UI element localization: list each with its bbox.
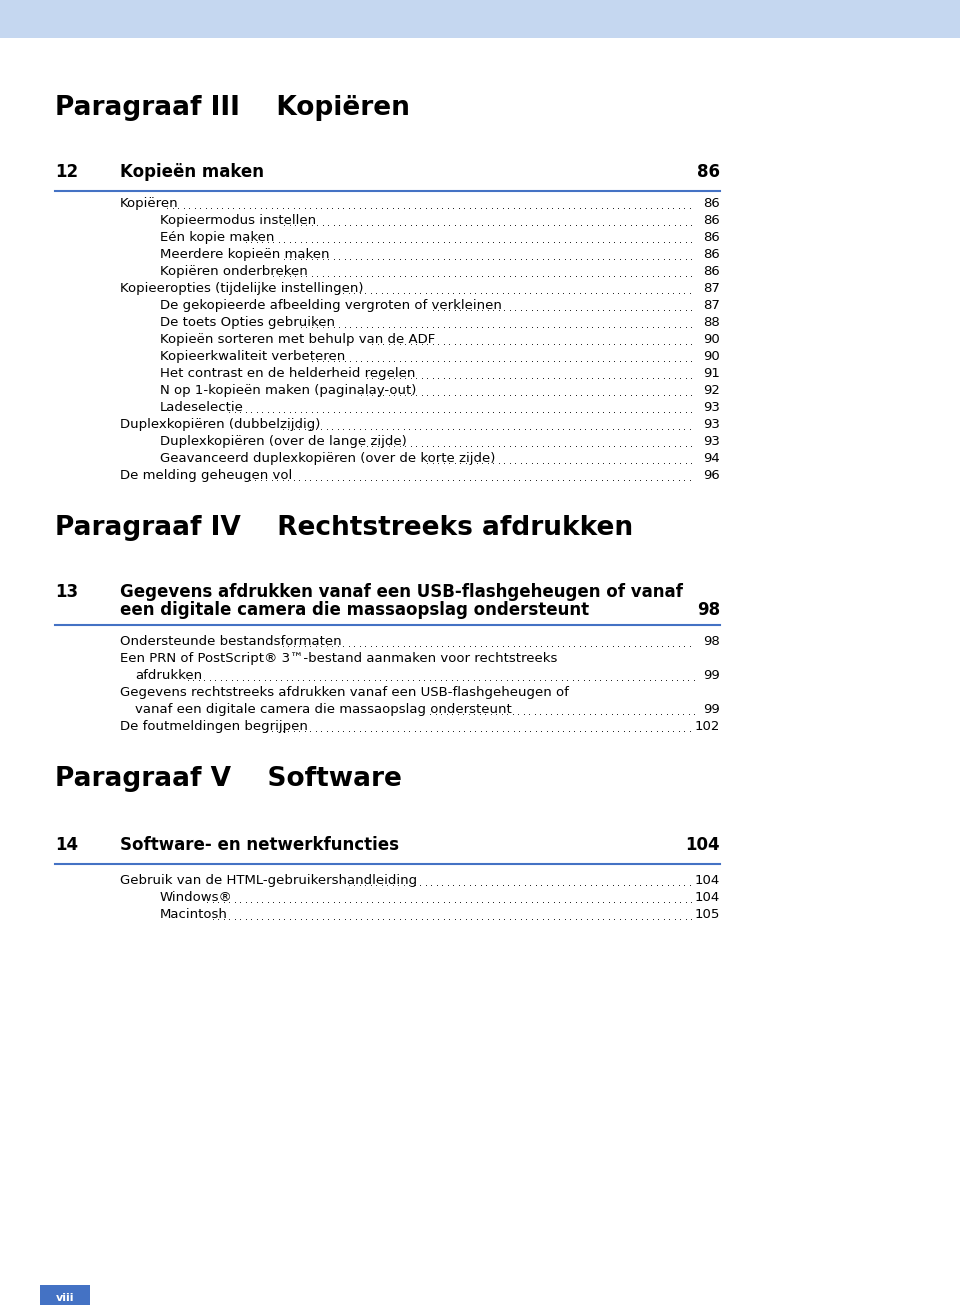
Text: 104: 104	[695, 874, 720, 888]
Text: Windows®: Windows®	[160, 892, 233, 903]
Text: Macintosh: Macintosh	[160, 907, 228, 920]
Text: Kopiëren: Kopiëren	[120, 197, 179, 210]
Text: 87: 87	[703, 299, 720, 312]
Text: Paragraaf III    Kopiëren: Paragraaf III Kopiëren	[55, 95, 410, 121]
Text: 90: 90	[704, 333, 720, 346]
Text: 104: 104	[685, 836, 720, 853]
Text: afdrukken: afdrukken	[135, 669, 203, 682]
Text: 87: 87	[703, 281, 720, 295]
Bar	[0, 0, 960, 38]
Text: 102: 102	[695, 721, 720, 732]
Text: Duplexkopiëren (over de lange zijde): Duplexkopiëren (over de lange zijde)	[160, 435, 407, 448]
Text: 99: 99	[704, 704, 720, 715]
Text: Geavanceerd duplexkopiëren (over de korte zijde): Geavanceerd duplexkopiëren (over de kort…	[160, 452, 495, 466]
Text: Gebruik van de HTML-gebruikershandleiding: Gebruik van de HTML-gebruikershandleidin…	[120, 874, 418, 888]
Text: 94: 94	[704, 452, 720, 466]
Text: Kopieën maken: Kopieën maken	[120, 163, 264, 181]
Text: Kopieeropties (tijdelijke instellingen): Kopieeropties (tijdelijke instellingen)	[120, 281, 364, 295]
Text: Meerdere kopieën maken: Meerdere kopieën maken	[160, 249, 329, 260]
Text: Kopieerkwaliteit verbeteren: Kopieerkwaliteit verbeteren	[160, 350, 346, 363]
Text: Paragraaf V    Software: Paragraaf V Software	[55, 767, 402, 792]
Text: Een PRN of PostScript® 3™-bestand aanmaken voor rechtstreeks: Een PRN of PostScript® 3™-bestand aanmak…	[120, 652, 558, 665]
Text: Kopiëren onderbreken: Kopiëren onderbreken	[160, 266, 308, 277]
Text: 98: 98	[697, 601, 720, 619]
Text: Duplexkopiëren (dubbelzijdig): Duplexkopiëren (dubbelzijdig)	[120, 418, 321, 431]
Text: viii: viii	[56, 1293, 74, 1303]
Text: Eén kopie maken: Eén kopie maken	[160, 231, 275, 245]
Text: 93: 93	[703, 401, 720, 414]
Text: 93: 93	[703, 435, 720, 448]
Text: Het contrast en de helderheid regelen: Het contrast en de helderheid regelen	[160, 367, 416, 380]
Text: 88: 88	[704, 316, 720, 329]
Text: vanaf een digitale camera die massaopslag ondersteunt: vanaf een digitale camera die massaopsla…	[135, 704, 512, 715]
Text: een digitale camera die massaopslag ondersteunt: een digitale camera die massaopslag onde…	[120, 601, 589, 619]
Text: 86: 86	[704, 266, 720, 277]
Text: De gekopieerde afbeelding vergroten of verkleinen: De gekopieerde afbeelding vergroten of v…	[160, 299, 502, 312]
Text: 12: 12	[55, 163, 78, 181]
Text: 99: 99	[704, 669, 720, 682]
Text: Ladeselectie: Ladeselectie	[160, 401, 244, 414]
Text: N op 1-kopieën maken (paginalay-out): N op 1-kopieën maken (paginalay-out)	[160, 384, 417, 397]
Text: 13: 13	[55, 583, 78, 601]
Text: Ondersteunde bestandsformaten: Ondersteunde bestandsformaten	[120, 635, 342, 648]
Text: 14: 14	[55, 836, 78, 853]
Text: De toets Opties gebruiken: De toets Opties gebruiken	[160, 316, 335, 329]
Text: Kopieermodus instellen: Kopieermodus instellen	[160, 214, 316, 227]
Text: Kopieën sorteren met behulp van de ADF: Kopieën sorteren met behulp van de ADF	[160, 333, 435, 346]
Text: De melding geheugen vol: De melding geheugen vol	[120, 469, 292, 483]
Text: Gegevens afdrukken vanaf een USB-flashgeheugen of vanaf: Gegevens afdrukken vanaf een USB-flashge…	[120, 583, 683, 601]
Text: 96: 96	[704, 469, 720, 483]
Text: 86: 86	[697, 163, 720, 181]
Text: 105: 105	[695, 907, 720, 920]
Text: 86: 86	[704, 231, 720, 245]
Text: 86: 86	[704, 214, 720, 227]
Text: Software- en netwerkfuncties: Software- en netwerkfuncties	[120, 836, 399, 853]
Text: Gegevens rechtstreeks afdrukken vanaf een USB-flashgeheugen of: Gegevens rechtstreeks afdrukken vanaf ee…	[120, 686, 569, 700]
Bar	[40, 1285, 90, 1304]
Text: 93: 93	[703, 418, 720, 431]
Text: 86: 86	[704, 197, 720, 210]
Text: Paragraaf IV    Rechtstreeks afdrukken: Paragraaf IV Rechtstreeks afdrukken	[55, 515, 634, 540]
Text: 90: 90	[704, 350, 720, 363]
Text: 86: 86	[704, 249, 720, 260]
Text: 91: 91	[703, 367, 720, 380]
Text: 98: 98	[704, 635, 720, 648]
Text: 104: 104	[695, 892, 720, 903]
Text: 92: 92	[703, 384, 720, 397]
Text: De foutmeldingen begrijpen: De foutmeldingen begrijpen	[120, 721, 308, 732]
